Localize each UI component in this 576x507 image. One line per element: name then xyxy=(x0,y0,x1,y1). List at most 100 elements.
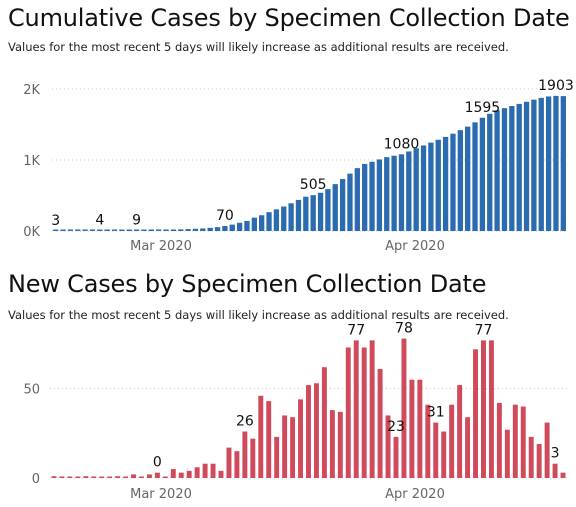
new-cases-bar xyxy=(496,402,502,478)
new-cases-bar xyxy=(321,367,327,478)
cumulative-bar xyxy=(75,229,81,231)
cumulative-bar xyxy=(479,117,486,231)
cumulative-cases-chart: 0K 1K 2K 3 4 9 70 505 1080 1595 1903 Mar 2020 Apr 20… xyxy=(23,78,574,254)
new-cases-bar xyxy=(75,476,81,478)
cumulative-data-label: 70 xyxy=(216,208,234,224)
new-cases-bar xyxy=(369,340,375,478)
new-cases-bar xyxy=(544,422,550,478)
cumulative-bar xyxy=(435,139,441,231)
cumulative-bar xyxy=(156,229,162,231)
cumulative-bar xyxy=(420,145,427,231)
cumulative-chart-title: Cumulative Cases by Specimen Collection … xyxy=(8,4,570,32)
new-cases-bar xyxy=(473,349,478,478)
cumulative-bar xyxy=(229,224,235,231)
new-cases-bar xyxy=(202,463,208,478)
new-cases-bar xyxy=(457,385,463,478)
new-cases-bar xyxy=(194,467,200,478)
new-cases-bar xyxy=(329,410,335,478)
new-cases-bar xyxy=(425,404,431,478)
new-cases-bar xyxy=(131,474,136,478)
cumulative-chart-subtitle: Values for the most recent 5 days will l… xyxy=(8,40,509,54)
cumulative-bar xyxy=(259,215,265,231)
new-cases-bar xyxy=(441,431,447,478)
new-cases-y-tick-label: 50 xyxy=(23,383,40,398)
cumulative-bar xyxy=(185,229,191,231)
new-cases-bar xyxy=(226,447,232,478)
cumulative-bar xyxy=(347,173,353,231)
new-cases-bar xyxy=(488,340,494,478)
cumulative-bar xyxy=(119,229,125,231)
new-cases-bar xyxy=(123,476,129,478)
new-cases-bar xyxy=(210,463,216,478)
new-cases-bar xyxy=(186,470,192,478)
new-cases-bar xyxy=(361,347,367,478)
new-cases-bar xyxy=(409,379,415,478)
cumulative-bar xyxy=(465,126,471,231)
cumulative-bar xyxy=(141,229,147,231)
cumulative-bar xyxy=(236,222,243,231)
new-cases-bar xyxy=(91,476,97,478)
cumulative-x-tick-label: Apr 2020 xyxy=(385,239,445,254)
new-cases-data-label: 31 xyxy=(427,405,445,421)
cumulative-bar xyxy=(384,157,390,231)
new-cases-bar xyxy=(107,476,113,478)
cumulative-bar xyxy=(214,227,221,231)
cumulative-bar xyxy=(170,229,177,231)
new-cases-bar xyxy=(337,411,343,478)
cumulative-bar xyxy=(325,189,331,231)
new-cases-bar xyxy=(465,417,471,478)
new-cases-bar xyxy=(154,472,160,478)
cumulative-bar xyxy=(303,196,309,231)
cumulative-bar xyxy=(509,106,515,231)
new-cases-bar xyxy=(67,476,73,478)
new-cases-bar xyxy=(266,401,272,478)
new-cases-bar xyxy=(401,338,407,478)
new-cases-chart-title: New Cases by Specimen Collection Date xyxy=(8,270,487,298)
cumulative-bar xyxy=(82,229,88,231)
new-cases-bar xyxy=(560,472,566,478)
cumulative-bar xyxy=(111,229,118,231)
cumulative-bar xyxy=(67,229,74,231)
new-cases-bar xyxy=(218,470,224,478)
cumulative-bar xyxy=(178,229,184,231)
new-cases-data-label: 3 xyxy=(551,446,560,462)
cumulative-y-tick-label: 2K xyxy=(23,83,40,98)
cumulative-data-label: 3 xyxy=(51,213,60,229)
new-cases-bar xyxy=(115,476,121,478)
new-cases-bar xyxy=(242,431,248,478)
cumulative-y-tick-label: 0K xyxy=(23,225,40,240)
new-cases-bar xyxy=(51,476,57,478)
cumulative-bar xyxy=(332,184,338,231)
new-cases-bar xyxy=(258,395,264,478)
new-cases-bar xyxy=(345,347,351,478)
cumulative-data-label: 1595 xyxy=(465,100,501,116)
cumulative-bar xyxy=(192,228,199,231)
cumulative-bar xyxy=(413,148,419,231)
new-cases-bar xyxy=(512,404,518,478)
cumulative-bar xyxy=(391,155,397,231)
cumulative-data-label: 505 xyxy=(300,177,327,193)
cumulative-bar xyxy=(200,228,206,231)
new-cases-bar xyxy=(162,476,168,478)
cumulative-y-tick-label: 1K xyxy=(23,154,40,169)
cumulative-data-label: 9 xyxy=(132,212,141,228)
new-cases-bar xyxy=(536,444,542,478)
cumulative-bar xyxy=(133,229,140,231)
new-cases-data-label: 23 xyxy=(387,419,405,435)
new-cases-bar xyxy=(178,472,184,478)
cumulative-bar xyxy=(97,229,103,231)
cumulative-bar xyxy=(369,161,375,231)
cumulative-bar xyxy=(442,136,449,231)
new-cases-bar xyxy=(170,469,176,478)
new-cases-data-label: 77 xyxy=(475,322,493,338)
cumulative-bar xyxy=(457,130,463,231)
cumulative-bar xyxy=(273,209,280,231)
new-cases-bar xyxy=(250,438,256,478)
cumulative-bar xyxy=(317,192,324,231)
new-cases-data-label: 0 xyxy=(153,455,162,471)
cumulative-bar xyxy=(148,229,154,231)
new-cases-bar xyxy=(59,476,65,478)
cumulative-bar xyxy=(494,110,500,231)
cumulative-bar xyxy=(126,229,132,231)
cumulative-bar xyxy=(53,229,59,231)
